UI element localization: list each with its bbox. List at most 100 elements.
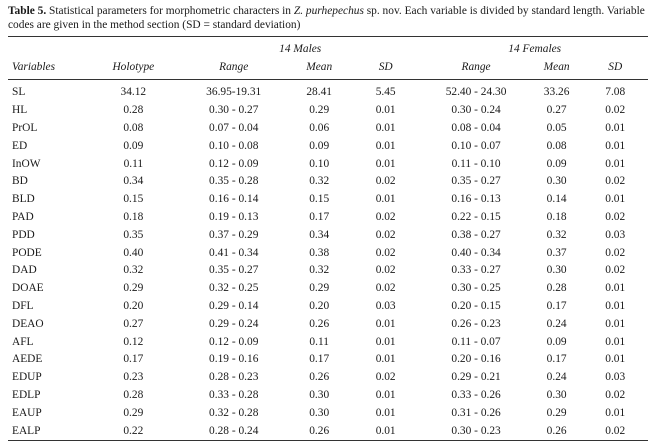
male-mean-cell: 0.10 xyxy=(309,157,330,170)
female-sd-cell: 7.08 xyxy=(605,86,626,99)
male-range-cell: 0.12 - 0.09 xyxy=(209,157,259,170)
male-mean-cell: 0.17 xyxy=(309,353,330,366)
female-mean-cell: 0.29 xyxy=(546,406,567,419)
male-mean-header: Mean xyxy=(306,60,333,73)
male-sd-cell: 0.01 xyxy=(375,406,396,419)
male-range-cell: 0.37 - 0.29 xyxy=(209,228,259,241)
female-mean-cell: 0.24 xyxy=(546,317,567,330)
female-sd-cell: 0.01 xyxy=(605,122,626,135)
holotype-cell: 0.34 xyxy=(123,175,144,188)
female-sd-cell: 0.02 xyxy=(605,264,626,277)
female-range-cell: 0.30 - 0.25 xyxy=(451,282,501,295)
female-mean-cell: 0.37 xyxy=(546,246,567,259)
female-sd-cell: 0.01 xyxy=(605,317,626,330)
male-sd-cell: 0.01 xyxy=(375,389,396,402)
female-sd-cell: 0.02 xyxy=(605,211,626,224)
male-mean-cell: 0.29 xyxy=(309,282,330,295)
male-mean-cell: 0.11 xyxy=(309,335,329,348)
table-row: ED 0.09 0.10 - 0.08 0.09 0.01 0.10 - 0.07 0.08… xyxy=(8,137,648,155)
variable-cell: BD xyxy=(12,175,28,188)
female-mean-header: Mean xyxy=(543,60,570,73)
female-mean-cell: 0.08 xyxy=(546,139,567,152)
male-sd-cell: 0.02 xyxy=(375,228,396,241)
holotype-cell: 0.20 xyxy=(123,300,144,313)
female-range-cell: 0.40 - 0.34 xyxy=(451,246,501,259)
male-sd-cell: 0.02 xyxy=(375,175,396,188)
female-mean-cell: 0.28 xyxy=(546,282,567,295)
table-row: EAUP 0.29 0.32 - 0.28 0.30 0.01 0.31 - 0.26 0.… xyxy=(8,404,648,422)
female-sd-cell: 0.01 xyxy=(605,353,626,366)
holotype-cell: 0.08 xyxy=(123,122,144,135)
female-range-cell: 0.35 - 0.27 xyxy=(451,175,501,188)
male-sd-cell: 0.03 xyxy=(375,300,396,313)
male-mean-cell: 0.32 xyxy=(309,264,330,277)
table-row: DOAE 0.29 0.32 - 0.25 0.29 0.02 0.30 - 0.25 0.… xyxy=(8,279,648,297)
male-range-cell: 0.32 - 0.25 xyxy=(209,282,259,295)
female-sd-cell: 0.02 xyxy=(605,175,626,188)
holotype-cell: 0.28 xyxy=(123,389,144,402)
male-range-header: Range xyxy=(219,60,249,73)
male-mean-cell: 0.20 xyxy=(309,300,330,313)
holotype-cell: 0.28 xyxy=(123,104,144,117)
table-row: SL 34.12 36.95-19.31 28.41 5.45 52.40 - 24.30… xyxy=(8,79,648,101)
table-row: BLD 0.15 0.16 - 0.14 0.15 0.01 0.16 - 0.13 0.1… xyxy=(8,190,648,208)
male-range-cell: 0.10 - 0.08 xyxy=(209,139,259,152)
variable-cell: EDLP xyxy=(12,389,41,402)
female-range-cell: 0.11 - 0.07 xyxy=(451,335,501,348)
table-caption: Table 5. Statistical parameters for morp… xyxy=(8,4,648,32)
caption-label: Table 5. xyxy=(8,5,47,17)
male-sd-cell: 0.02 xyxy=(375,246,396,259)
male-sd-cell: 0.01 xyxy=(375,139,396,152)
male-sd-cell: 0.02 xyxy=(375,211,396,224)
holotype-cell: 0.40 xyxy=(123,246,144,259)
female-range-cell: 0.30 - 0.24 xyxy=(451,104,501,117)
holotype-cell: 0.17 xyxy=(123,353,144,366)
female-mean-cell: 0.09 xyxy=(546,157,567,170)
female-range-cell: 0.31 - 0.26 xyxy=(451,406,501,419)
female-mean-cell: 0.32 xyxy=(546,228,567,241)
holotype-cell: 0.32 xyxy=(123,264,144,277)
male-mean-cell: 0.29 xyxy=(309,104,330,117)
variable-cell: EAUP xyxy=(12,406,42,419)
male-range-cell: 0.28 - 0.24 xyxy=(209,424,259,437)
female-range-cell: 0.26 - 0.23 xyxy=(451,317,501,330)
female-range-cell: 0.22 - 0.15 xyxy=(451,211,501,224)
table-row: EDUP 0.23 0.28 - 0.23 0.26 0.02 0.29 - 0.21 0.… xyxy=(8,368,648,386)
variable-cell: PODE xyxy=(12,246,42,259)
table-row: DFL 0.20 0.29 - 0.14 0.20 0.03 0.20 - 0.15 0.1… xyxy=(8,297,648,315)
table-row: PDD 0.35 0.37 - 0.29 0.34 0.02 0.38 - 0.27 0.3… xyxy=(8,226,648,244)
female-range-cell: 0.38 - 0.27 xyxy=(451,228,501,241)
female-sd-cell: 0.02 xyxy=(605,389,626,402)
holotype-cell: 0.18 xyxy=(123,211,144,224)
male-sd-cell: 0.01 xyxy=(375,335,396,348)
male-sd-cell: 0.01 xyxy=(375,353,396,366)
variable-cell: SL xyxy=(12,86,26,99)
female-sd-cell: 0.02 xyxy=(605,424,626,437)
female-mean-cell: 0.05 xyxy=(546,122,567,135)
female-sd-cell: 0.03 xyxy=(605,228,626,241)
variable-cell: DAD xyxy=(12,264,37,277)
male-mean-cell: 0.09 xyxy=(309,139,330,152)
male-mean-cell: 0.26 xyxy=(309,371,330,384)
male-range-cell: 0.29 - 0.24 xyxy=(209,317,259,330)
female-sd-cell: 0.02 xyxy=(605,246,626,259)
female-range-cell: 0.08 - 0.04 xyxy=(451,122,501,135)
male-mean-cell: 0.06 xyxy=(309,122,330,135)
caption-text: Statistical parameters for morphometric … xyxy=(46,5,294,17)
female-mean-cell: 0.30 xyxy=(546,175,567,188)
female-range-cell: 52.40 - 24.30 xyxy=(445,86,507,99)
female-mean-cell: 0.26 xyxy=(546,424,567,437)
female-sd-header: SD xyxy=(608,60,623,73)
variable-cell: EALP xyxy=(12,424,41,437)
female-mean-cell: 0.30 xyxy=(546,264,567,277)
female-sd-cell: 0.03 xyxy=(605,371,626,384)
variable-cell: HL xyxy=(12,104,28,117)
female-mean-cell: 0.24 xyxy=(546,371,567,384)
female-sd-cell: 0.01 xyxy=(605,406,626,419)
table-body: SL 34.12 36.95-19.31 28.41 5.45 52.40 - 24.30… xyxy=(8,79,648,441)
male-range-cell: 0.32 - 0.28 xyxy=(209,406,259,419)
variables-header: Variables xyxy=(12,60,56,73)
female-mean-cell: 0.30 xyxy=(546,389,567,402)
male-mean-cell: 0.30 xyxy=(309,406,330,419)
male-range-cell: 0.07 - 0.04 xyxy=(209,122,259,135)
